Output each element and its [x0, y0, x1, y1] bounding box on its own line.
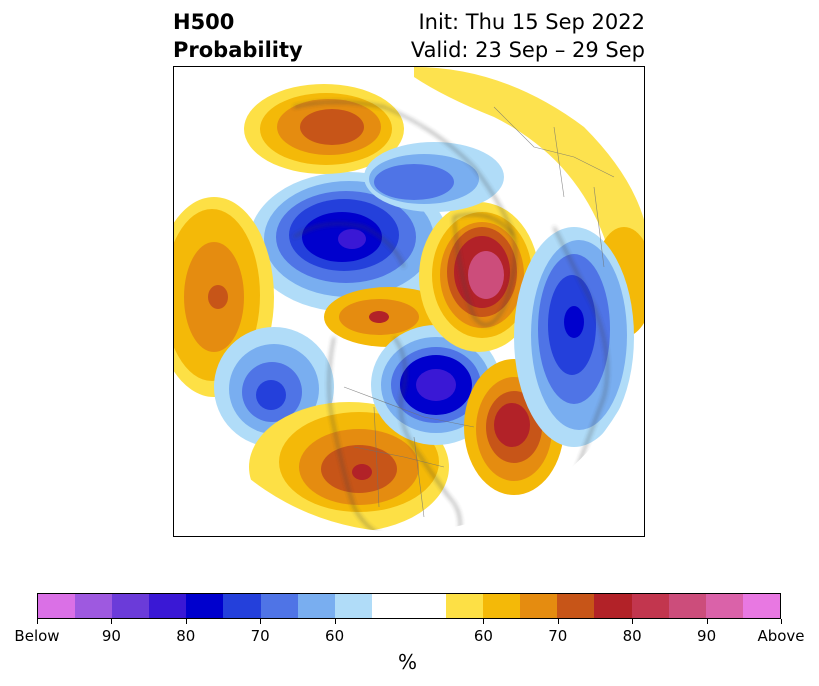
colorbar-tick-label: Above	[757, 627, 805, 645]
colorbar-segment	[75, 594, 113, 618]
colorbar-segment	[668, 594, 706, 618]
colorbar-tick-label: 80	[622, 627, 642, 645]
coastlines	[293, 101, 608, 532]
colorbar-segment	[557, 594, 595, 618]
colorbar-segment	[594, 594, 632, 618]
below-anomaly-europe	[514, 227, 634, 447]
colorbar-segment	[260, 594, 298, 618]
map-panel	[173, 66, 645, 537]
title-field: H500	[173, 10, 235, 34]
below-anomaly-arctic	[364, 142, 504, 212]
title-variable: Probability	[173, 38, 303, 62]
probability-map	[174, 67, 644, 532]
colorbar-tick-label: Below	[14, 627, 60, 645]
colorbar-segment	[446, 594, 484, 618]
colorbar	[37, 593, 781, 619]
colorbar-tick	[334, 619, 336, 624]
colorbar-segment	[371, 594, 409, 618]
valid-range: Valid: 23 Sep – 29 Sep	[410, 38, 645, 62]
colorbar-tick	[260, 619, 262, 624]
above-anomaly-pacific	[174, 197, 274, 397]
colorbar-segment	[483, 594, 521, 618]
colorbar-tick	[185, 619, 187, 624]
colorbar-tick	[557, 619, 559, 624]
above-anomaly-north-canada	[324, 287, 454, 347]
colorbar-tick	[111, 619, 113, 624]
colorbar-segment	[334, 594, 372, 618]
colorbar-segment	[223, 594, 261, 618]
title-right: Init: Thu 15 Sep 2022 Valid: 23 Sep – 29…	[411, 8, 645, 64]
colorbar-tick-label: 60	[473, 627, 493, 645]
colorbar-tick-label: 90	[697, 627, 717, 645]
colorbar-segment	[149, 594, 187, 618]
colorbar-segment	[112, 594, 150, 618]
colorbar-tick	[483, 619, 485, 624]
colorbar-tick	[781, 619, 782, 624]
above-anomaly-west-us	[249, 402, 449, 532]
colorbar-segment	[297, 594, 335, 618]
colorbar-tick-label: 80	[176, 627, 196, 645]
colorbar-tick-label: 70	[250, 627, 270, 645]
colorbar-tick	[632, 619, 634, 624]
colorbar-tick-label: 70	[548, 627, 568, 645]
colorbar-unit: %	[398, 650, 418, 674]
political-borders	[343, 106, 615, 518]
colorbar-tick-label: 90	[101, 627, 121, 645]
colorbar-segment	[742, 594, 780, 618]
colorbar-segment	[186, 594, 224, 618]
title-left: H500 Probability	[173, 8, 303, 64]
colorbar-segment	[408, 594, 447, 618]
colorbar-segment	[38, 594, 76, 618]
above-anomaly-siberia	[244, 84, 404, 174]
init-date: Init: Thu 15 Sep 2022	[418, 10, 645, 34]
colorbar-tick	[706, 619, 708, 624]
colorbar-segment	[520, 594, 558, 618]
colorbar-tick	[37, 619, 38, 624]
colorbar-segment	[705, 594, 743, 618]
colorbar-ticks: Below 90 80 70 60 60 70 80 90 Above	[14, 627, 804, 647]
colorbar-tick-label: 60	[325, 627, 345, 645]
colorbar-segment	[631, 594, 669, 618]
